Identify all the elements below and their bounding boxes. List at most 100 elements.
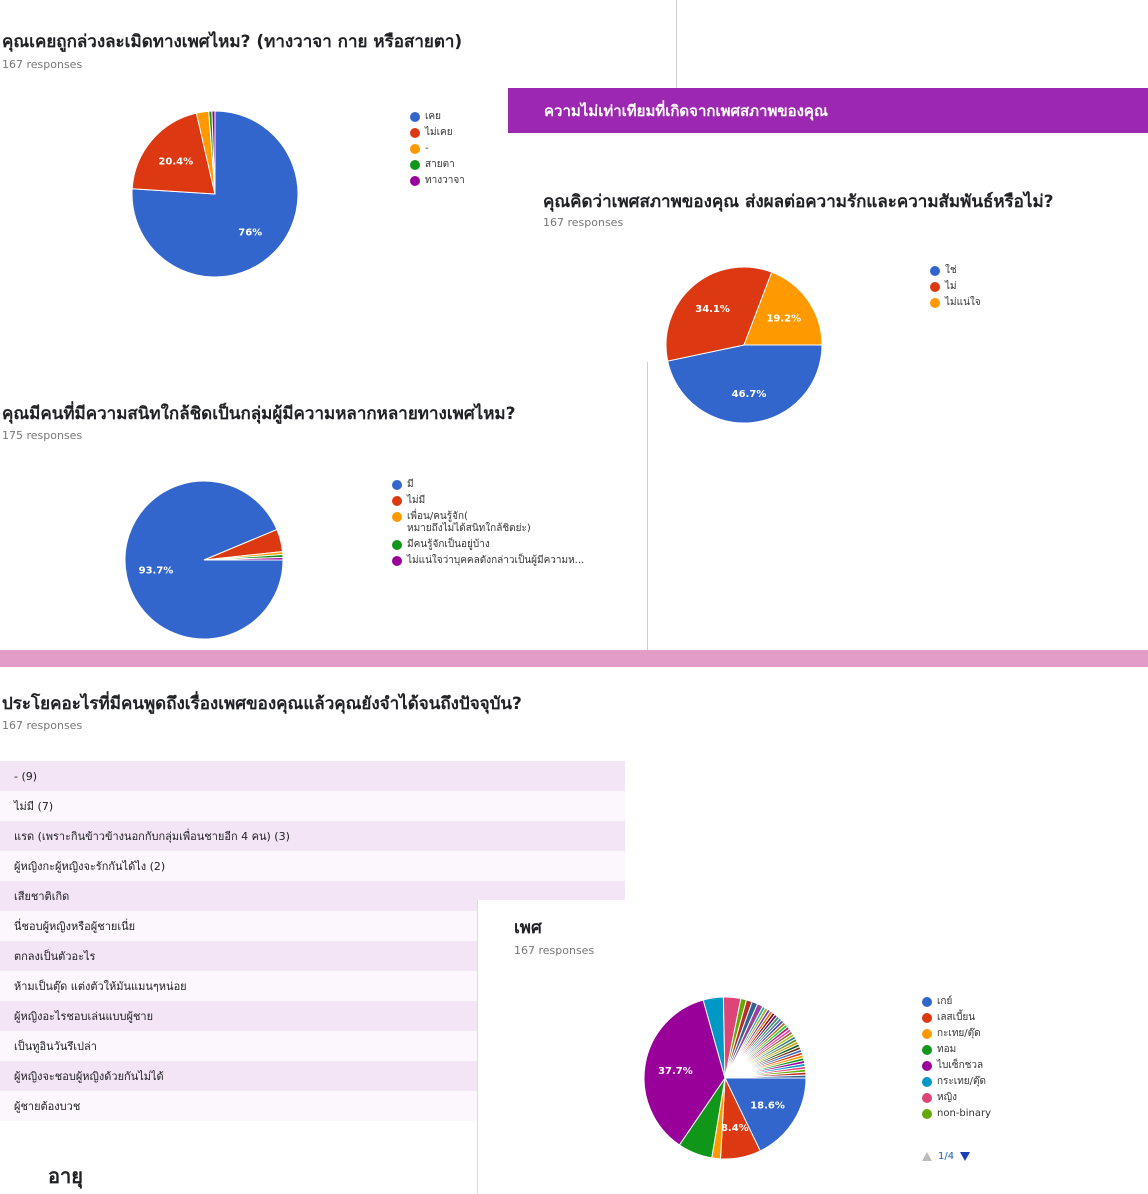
pager-down-icon[interactable]	[960, 1152, 971, 1161]
q5-legend: เกย์เลสเบี้ยนกะเทย/ตุ๊ดทอมไบเซ็กชวลกระเท…	[922, 996, 991, 1124]
legend-dot-icon	[410, 112, 420, 122]
legend-dot-icon	[410, 160, 420, 170]
q1-legend-item: -	[410, 143, 465, 155]
q4-response-list: - (9) ไม่มี (7) แรด (เพราะกินข้าวข้างนอกกั…	[0, 761, 625, 1121]
q1-pie-chart: 76% 20.4%	[131, 110, 299, 278]
legend-label: เพื่อน/คนรู้จัก( หมายถึงไม่ได้สนิทใกล้ชิ…	[407, 511, 531, 534]
q5-legend-item: ไบเซ็กชวล	[922, 1060, 991, 1072]
q6-card: อายุ	[0, 1140, 478, 1194]
q2-data-label: 34.1%	[695, 304, 730, 315]
q3-legend-item: ไม่มี	[392, 495, 584, 507]
q1-legend: เคยไม่เคย - สายตาทางวาจา	[410, 111, 465, 191]
list-item: - (9)	[0, 761, 625, 791]
q3-legend-item: มี	[392, 479, 584, 491]
q3-legend-item: ไม่แน่ใจว่าบุคคลดังกล่าวเป็นผู้มีความห..…	[392, 555, 584, 567]
q5-legend-pager[interactable]: 1/4	[922, 1151, 971, 1162]
q1-legend-item: ไม่เคย	[410, 127, 465, 139]
section-band: ความไม่เท่าเทียมที่เกิดจากเพศสภาพของคุณ	[508, 88, 1148, 133]
legend-dot-icon	[922, 1029, 932, 1039]
legend-label: เลสเบี้ยน	[937, 1012, 976, 1023]
legend-label: มีคนรู้จักเป็นอยู่บ้าง	[407, 539, 490, 550]
q5-slice	[643, 999, 726, 1146]
legend-label: ใช่	[945, 265, 957, 276]
q2-responses: 167 responses	[543, 216, 624, 229]
legend-label: ไม่มี	[407, 495, 426, 506]
legend-dot-icon	[922, 1077, 932, 1087]
q5-legend-item: กระเทย/ตุ๊ด	[922, 1076, 991, 1088]
legend-dot-icon	[930, 266, 940, 276]
q3-slice	[203, 557, 284, 561]
q1-slice	[131, 112, 216, 195]
q5-pie-chart: 18.6%8.4% 37.7%	[643, 996, 807, 1160]
q2-legend-item: ไม่	[930, 281, 981, 293]
legend-dot-icon	[410, 176, 420, 186]
q3-legend-item: มีคนรู้จักเป็นอยู่บ้าง	[392, 539, 584, 551]
legend-dot-icon	[410, 128, 420, 138]
q4-title: ประโยคอะไรที่มีคนพูดถึงเรื่องเพศของคุณแล…	[2, 694, 522, 714]
q3-legend: มีไม่มีเพื่อน/คนรู้จัก( หมายถึงไม่ได้สนิ…	[392, 479, 584, 571]
q5-legend-item: non-binary	[922, 1108, 991, 1120]
q1-title: คุณเคยถูกล่วงละเมิดทางเพศไหม? (ทางวาจา ก…	[2, 32, 463, 52]
q5-card-left-edge	[477, 900, 478, 1194]
q5-legend-item: ทอม	[922, 1044, 991, 1056]
pager-up-icon[interactable]	[922, 1152, 932, 1161]
q5-legend-item: เลสเบี้ยน	[922, 1012, 991, 1024]
q5-responses: 167 responses	[514, 944, 595, 957]
list-item: แรด (เพราะกินข้าวข้างนอกกับกลุ่มเพื่อนชา…	[0, 821, 625, 851]
legend-dot-icon	[392, 556, 402, 566]
legend-dot-icon	[930, 298, 940, 308]
section-divider-bar	[0, 650, 1148, 667]
legend-label: สายตา	[425, 159, 455, 170]
q2-slice	[667, 344, 823, 424]
q2-legend-item: ใช่	[930, 265, 981, 277]
q2-legend: ใช่ไม่ไม่แน่ใจ	[930, 265, 981, 313]
legend-label: -	[425, 143, 429, 154]
legend-dot-icon	[392, 496, 402, 506]
legend-label: non-binary	[937, 1108, 992, 1119]
q2-data-label: 46.7%	[732, 389, 767, 400]
q5-title: เพศ	[514, 918, 542, 938]
q1-responses: 167 responses	[2, 58, 83, 71]
legend-dot-icon	[922, 1061, 932, 1071]
q1-slice	[211, 110, 216, 195]
divider-top-vertical	[676, 0, 677, 88]
q1-legend-item: สายตา	[410, 159, 465, 171]
legend-dot-icon	[392, 540, 402, 550]
legend-label: กระเทย/ตุ๊ด	[937, 1076, 987, 1087]
legend-dot-icon	[922, 1013, 932, 1023]
legend-dot-icon	[410, 144, 420, 154]
legend-dot-icon	[922, 1045, 932, 1055]
divider-mid-vertical	[647, 362, 648, 650]
legend-label: เคย	[425, 111, 441, 122]
q2-slice	[743, 271, 823, 346]
q2-data-label: 19.2%	[766, 314, 801, 325]
legend-label: ไม่เคย	[425, 127, 453, 138]
list-item: ผู้หญิงกะผู้หญิงจะรักกันได้ไง (2)	[0, 851, 625, 881]
legend-dot-icon	[922, 1109, 932, 1119]
list-item: ไม่มี (7)	[0, 791, 625, 821]
q5-data-label: 18.6%	[750, 1101, 785, 1112]
q1-legend-item: เคย	[410, 111, 465, 123]
legend-label: ทางวาจา	[425, 175, 465, 186]
q1-data-label: 76%	[238, 228, 262, 239]
legend-label: ไม่แน่ใจ	[945, 297, 981, 308]
legend-dot-icon	[392, 512, 402, 522]
legend-dot-icon	[922, 1093, 932, 1103]
q2-pie-chart: 46.7% 34.1% 19.2%	[665, 266, 823, 424]
q5-data-label: 8.4%	[721, 1123, 749, 1134]
q3-pie-chart: 93.7%	[124, 480, 284, 640]
legend-label: เกย์	[937, 996, 953, 1007]
legend-label: ไบเซ็กชวล	[937, 1060, 984, 1071]
q5-legend-item: เกย์	[922, 996, 991, 1008]
q1-legend-item: ทางวาจา	[410, 175, 465, 187]
q3-legend-item: เพื่อน/คนรู้จัก( หมายถึงไม่ได้สนิทใกล้ชิ…	[392, 511, 584, 535]
q5-legend-item: กะเทย/ตุ๊ด	[922, 1028, 991, 1040]
q6-title: อายุ	[48, 1164, 83, 1188]
legend-dot-icon	[922, 997, 932, 1007]
q3-responses: 175 responses	[2, 429, 83, 442]
q5-data-label: 37.7%	[658, 1066, 693, 1077]
section-band-title: ความไม่เท่าเทียมที่เกิดจากเพศสภาพของคุณ	[544, 101, 828, 120]
q3-data-label: 93.7%	[139, 566, 174, 577]
legend-label: มี	[407, 479, 414, 490]
legend-dot-icon	[392, 480, 402, 490]
